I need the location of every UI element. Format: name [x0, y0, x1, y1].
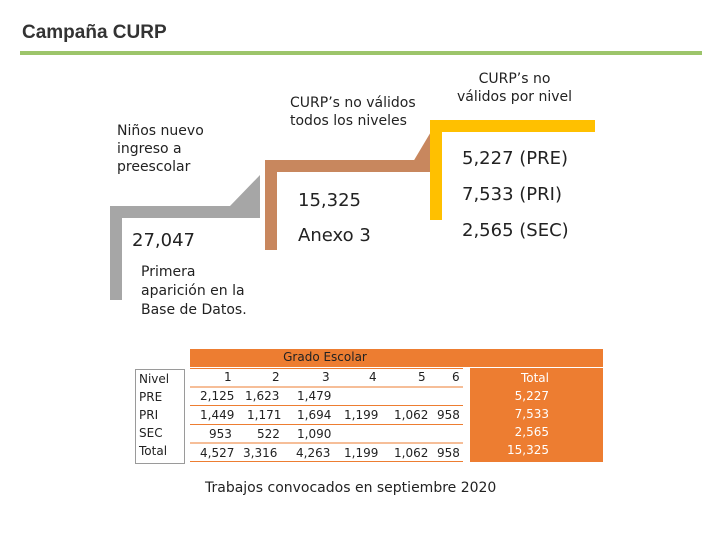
title-divider: [20, 51, 702, 55]
invalid-all-shape: [265, 125, 435, 250]
table-cell: 4,263: [296, 446, 331, 460]
table-cell: 1,062: [394, 408, 429, 422]
new-entry-label: Niños nuevo ingreso a preescolar: [117, 123, 204, 176]
table-cell: 1,171: [247, 408, 282, 422]
table-cell: 1,449: [200, 408, 235, 422]
invalid-all-value: 15,325: [298, 190, 361, 211]
invalid-all-sub: Anexo 3: [298, 225, 371, 246]
total-sec: 2,565: [514, 425, 549, 439]
grade-header-2: 2: [272, 370, 280, 384]
table-cell: 958: [437, 446, 460, 460]
table-cell: 1,199: [344, 408, 379, 422]
new-entry-note: Primera aparición en la Base de Datos.: [141, 264, 247, 318]
grade-grid: [190, 368, 463, 463]
invalid-level-label: CURP’s no válidos por nivel: [456, 71, 573, 106]
table-cell: 522: [257, 427, 280, 441]
row-label-pre: PRE: [139, 390, 163, 404]
invalid-level-pri: 7,533 (PRI): [462, 184, 562, 205]
table-cell: 4,527: [200, 446, 235, 460]
total-header: Total: [520, 371, 549, 385]
grade-header-3: 3: [322, 370, 330, 384]
table-cell: 1,479: [297, 389, 332, 403]
row-label-total: Total: [139, 444, 168, 458]
row-header-nivel: Nivel: [139, 372, 170, 386]
table-cell: 958: [437, 408, 460, 422]
table-cell: 3,316: [243, 446, 278, 460]
table-cell: 1,062: [394, 446, 429, 460]
grade-group-header: Grado Escolar: [283, 350, 367, 364]
page-title: Campaña CURP: [22, 22, 167, 43]
grade-header-5: 5: [418, 370, 426, 384]
footer-note: Trabajos convocados en septiembre 2020: [205, 480, 497, 496]
new-entry-value: 27,047: [132, 230, 195, 251]
new-entry-shape: [110, 175, 260, 300]
invalid-level-pre: 5,227 (PRE): [462, 148, 569, 169]
row-label-sec: SEC: [139, 426, 163, 440]
total-column: Total 5,227 7,533 2,565 15,325: [470, 368, 603, 462]
invalid-all-label: CURP’s no válidos todos los niveles: [290, 95, 416, 130]
total-pre: 5,227: [514, 389, 549, 403]
total-pri: 7,533: [514, 407, 549, 421]
table-cell: 1,623: [245, 389, 280, 403]
table-cell: 1,694: [297, 408, 332, 422]
invalid-level-shape: [430, 120, 595, 220]
grade-header-bar: [190, 349, 603, 367]
row-label-pri: PRI: [139, 408, 159, 422]
table-cell: 1,090: [297, 427, 332, 441]
level-column: Nivel PRE PRI SEC Total: [135, 369, 185, 464]
table-cell: 2,125: [200, 389, 235, 403]
total-all: 15,325: [507, 443, 549, 457]
table-cell: 953: [209, 427, 232, 441]
grade-header-4: 4: [369, 370, 377, 384]
grade-header-1: 1: [224, 370, 232, 384]
table-cell: 1,199: [344, 446, 379, 460]
grade-header-6: 6: [452, 370, 460, 384]
invalid-level-sec: 2,565 (SEC): [462, 220, 569, 241]
